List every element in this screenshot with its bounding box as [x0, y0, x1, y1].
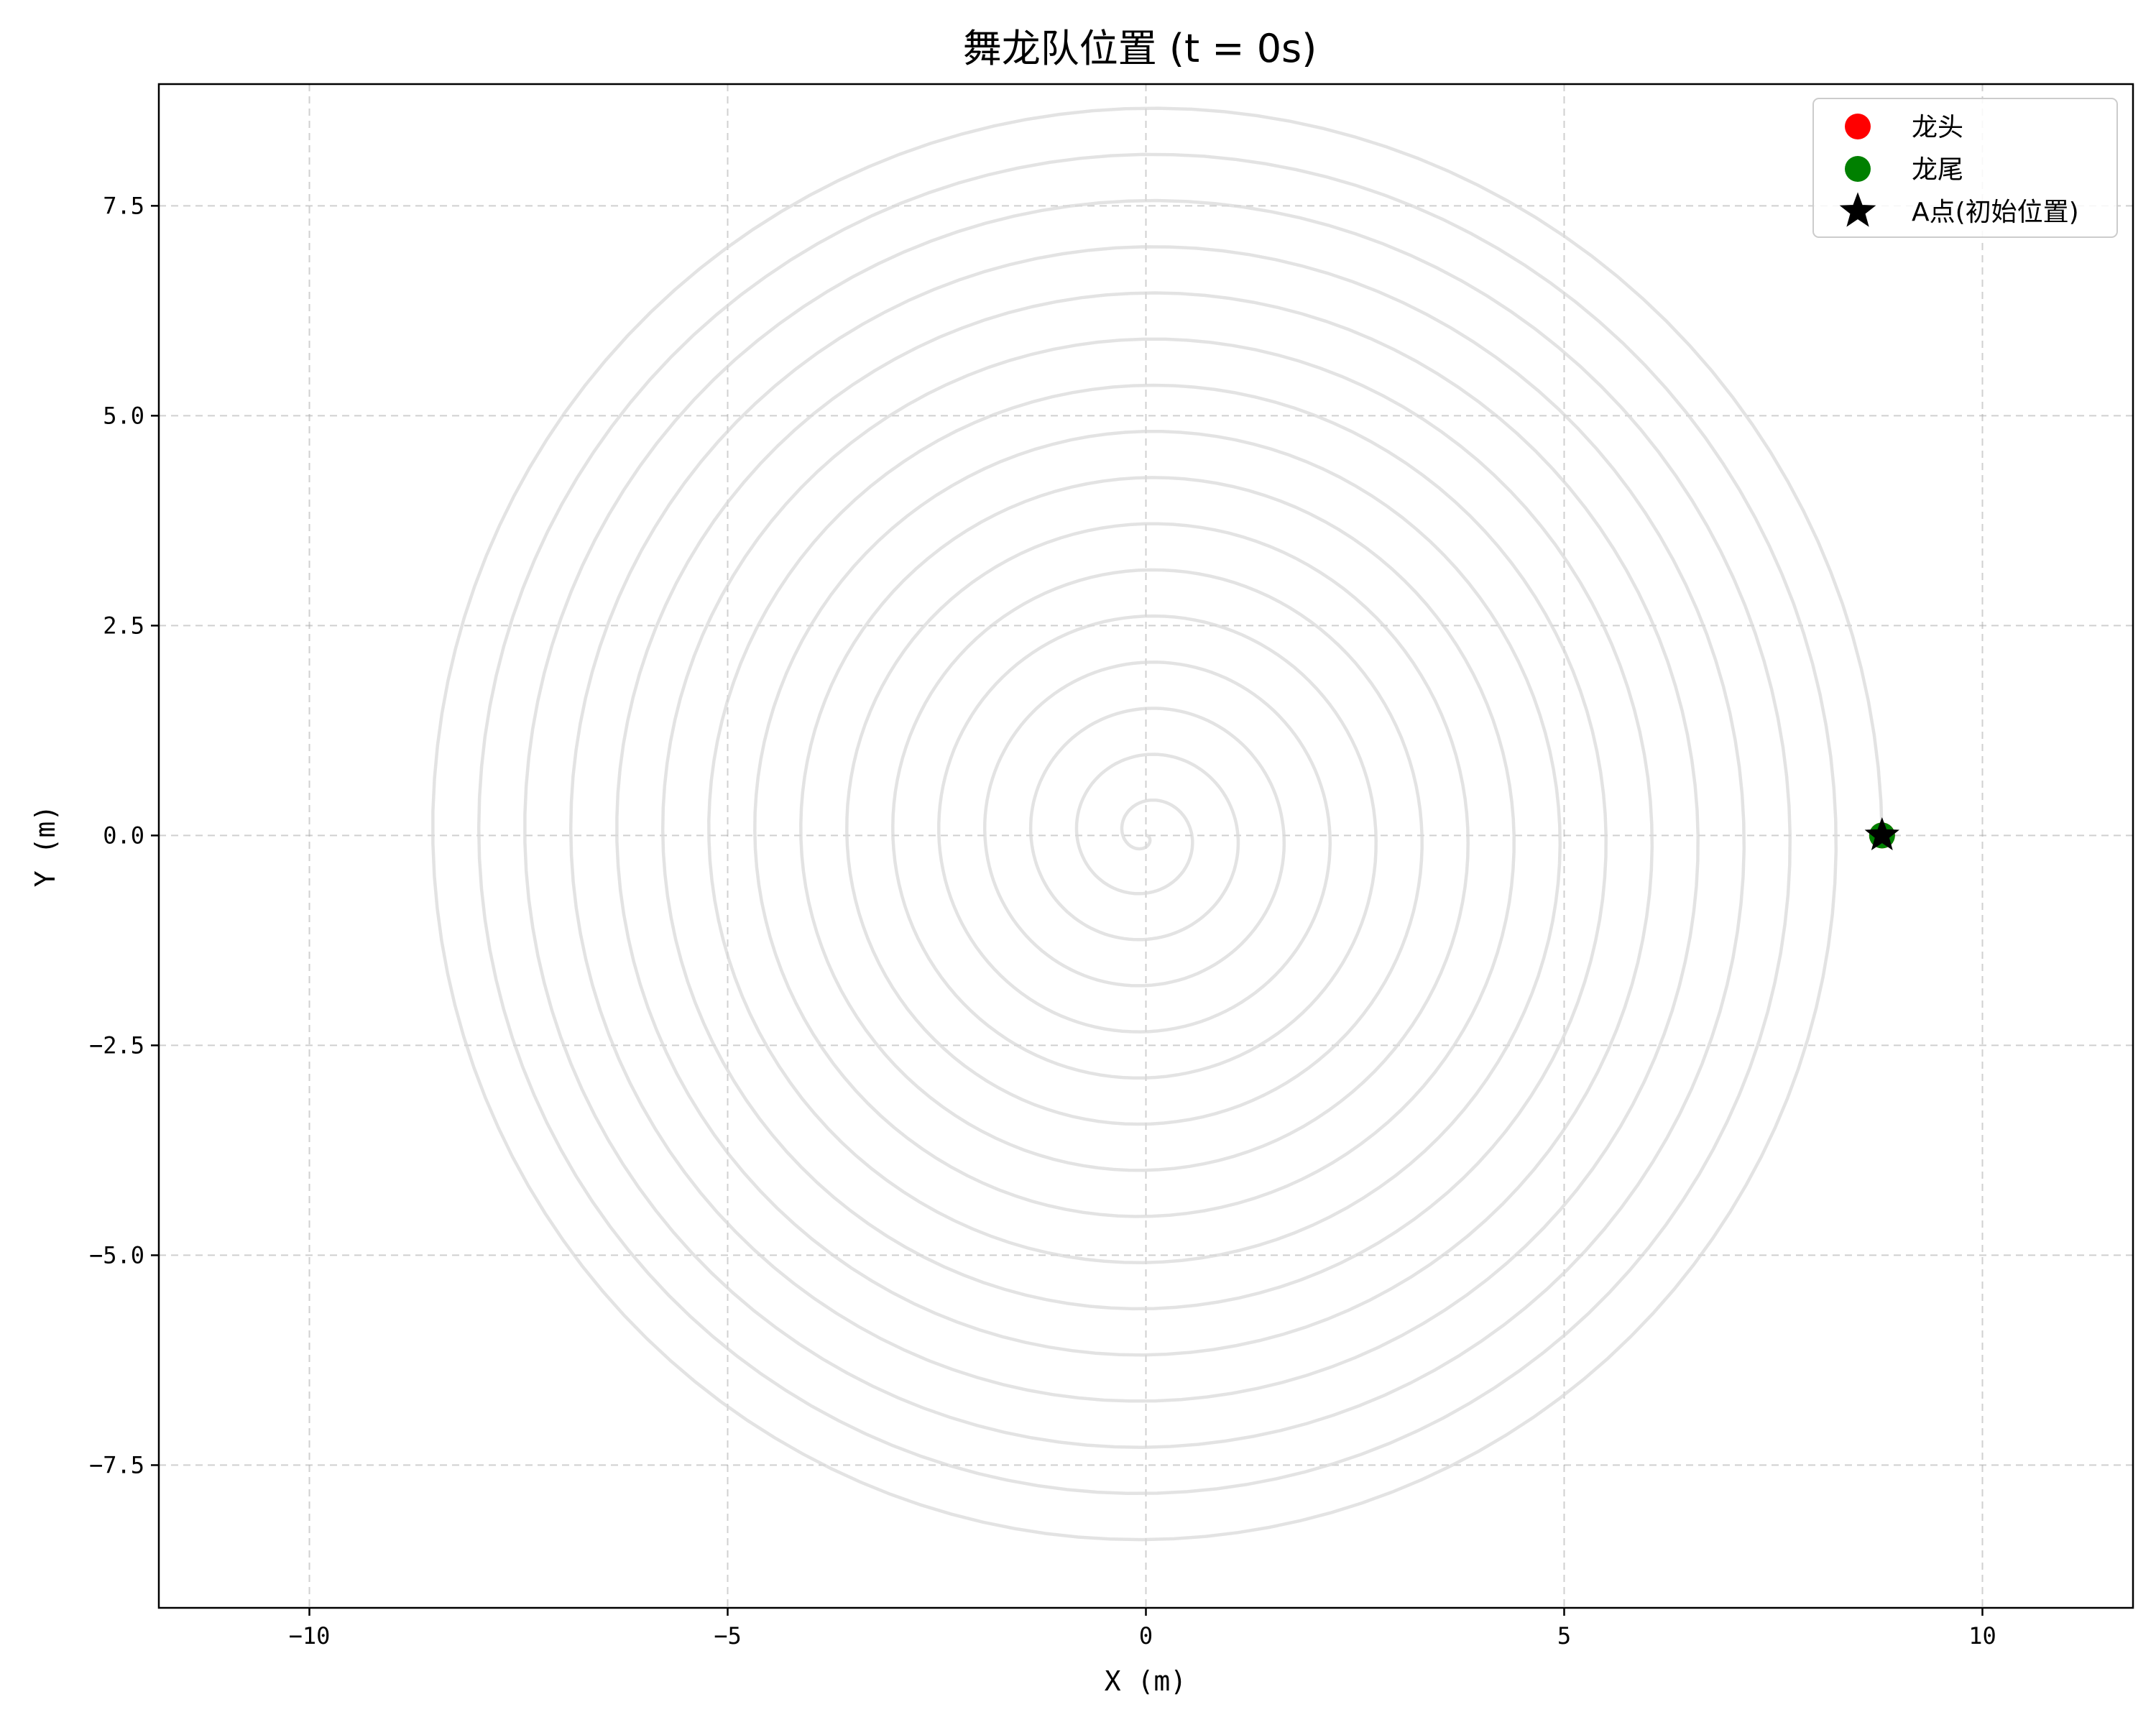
y-tick-label: 5.0 [103, 402, 144, 429]
chart-title: 舞龙队位置 (t = 0s) [963, 26, 1317, 71]
legend-label: 龙头 [1912, 113, 1963, 142]
y-tick-label: −2.5 [89, 1031, 144, 1059]
y-tick-label: 2.5 [103, 612, 144, 639]
ticks-layer: −10 −5 0 5 10 −7.5 −5.0 −2.5 0.0 2.5 5.0 7.5 [89, 192, 1996, 1650]
legend-label: A点(初始位置) [1912, 198, 2079, 227]
x-tick-label: −5 [714, 1622, 742, 1650]
legend-marker [1845, 156, 1871, 182]
x-tick-label: 0 [1139, 1622, 1153, 1650]
legend-marker [1839, 192, 1876, 227]
point-a-star-marker [1864, 816, 1899, 850]
y-tick-label: −7.5 [89, 1451, 144, 1478]
points-layer [1864, 816, 1899, 850]
x-axis-label: X (m) [1105, 1665, 1187, 1697]
legend-box [1812, 98, 2118, 238]
x-tick-label: 10 [1968, 1622, 1996, 1650]
legend-marker [1845, 114, 1871, 139]
y-axis-label: Y (m) [29, 805, 61, 887]
y-tick-label: 7.5 [103, 192, 144, 219]
x-tick-label: −10 [289, 1622, 331, 1650]
spiral-path [431, 106, 1884, 1542]
x-tick-label: 5 [1557, 1622, 1571, 1650]
y-tick-label: −5.0 [89, 1241, 144, 1269]
y-tick-label: 0.0 [103, 822, 144, 849]
legend-label: 龙尾 [1912, 155, 1963, 185]
spiral-layer [431, 106, 1884, 1542]
